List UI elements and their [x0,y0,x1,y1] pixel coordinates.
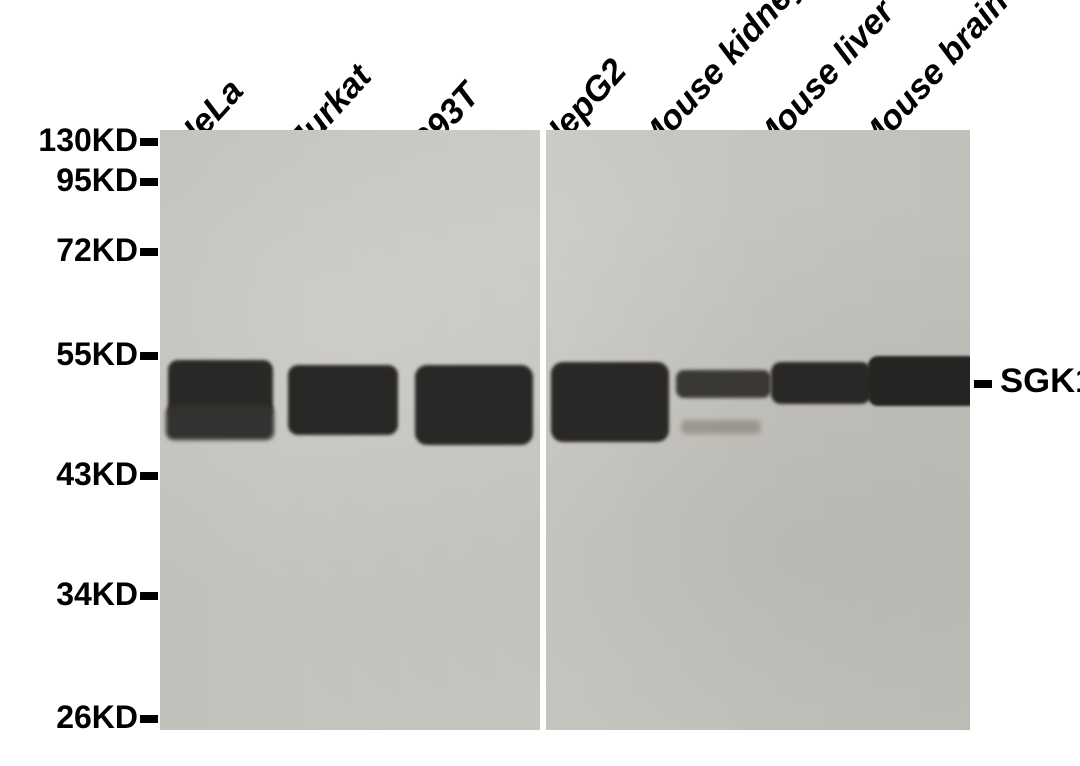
protein-label-sgk1: SGK1 [1000,362,1080,401]
marker-95kd: 95KD [56,162,138,199]
protein-tick [974,380,992,388]
band-mouse-liver [771,362,871,404]
western-blot-figure: 130KD 95KD 72KD 55KD 43KD 34KD 26KD HeLa… [0,0,1080,766]
blot-panel-left [160,130,540,730]
marker-tick-55kd [140,352,158,360]
band-mouse-kidney [676,370,771,398]
band-mouse-brain [868,356,970,406]
marker-tick-95kd [140,178,158,186]
marker-tick-43kd [140,472,158,480]
marker-130kd: 130KD [38,122,138,159]
band-mouse-kidney-faint [681,420,761,434]
marker-tick-26kd [140,715,158,723]
marker-55kd: 55KD [56,336,138,373]
band-hela-lower [166,405,274,440]
blot-panel-right [546,130,970,730]
blot-membrane [160,130,970,730]
band-hepg2 [551,362,669,442]
marker-tick-130kd [140,138,158,146]
marker-34kd: 34KD [56,576,138,613]
marker-tick-72kd [140,248,158,256]
marker-26kd: 26KD [56,699,138,736]
band-293t [415,365,533,445]
marker-tick-34kd [140,592,158,600]
marker-43kd: 43KD [56,456,138,493]
marker-72kd: 72KD [56,232,138,269]
band-jurkat [288,365,398,435]
